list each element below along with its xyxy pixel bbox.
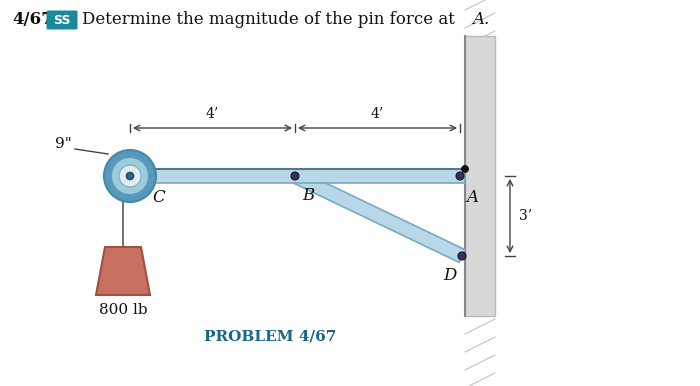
Polygon shape <box>96 247 150 295</box>
Text: A.: A. <box>472 12 489 29</box>
Text: 800 lb: 800 lb <box>99 303 147 317</box>
Text: C: C <box>152 190 164 207</box>
Circle shape <box>458 252 466 260</box>
Circle shape <box>119 165 141 187</box>
Circle shape <box>291 172 299 180</box>
Text: Determine the magnitude of the pin force at: Determine the magnitude of the pin force… <box>82 12 460 29</box>
FancyBboxPatch shape <box>46 10 78 29</box>
Text: PROBLEM 4/67: PROBLEM 4/67 <box>204 329 336 343</box>
Text: SS: SS <box>53 14 71 27</box>
Polygon shape <box>292 170 465 262</box>
Circle shape <box>456 172 464 180</box>
Circle shape <box>104 150 156 202</box>
Text: 9": 9" <box>55 137 72 151</box>
Text: A: A <box>466 190 478 207</box>
Text: B: B <box>302 188 314 205</box>
Text: 4/67: 4/67 <box>12 12 52 29</box>
Text: 4’: 4’ <box>371 107 384 121</box>
Circle shape <box>461 166 468 173</box>
Text: 4’: 4’ <box>206 107 219 121</box>
Circle shape <box>111 157 148 195</box>
Text: 3’: 3’ <box>519 209 532 223</box>
Text: D: D <box>444 267 457 284</box>
Circle shape <box>127 173 134 179</box>
Bar <box>109 169 465 183</box>
Bar <box>465 36 495 316</box>
